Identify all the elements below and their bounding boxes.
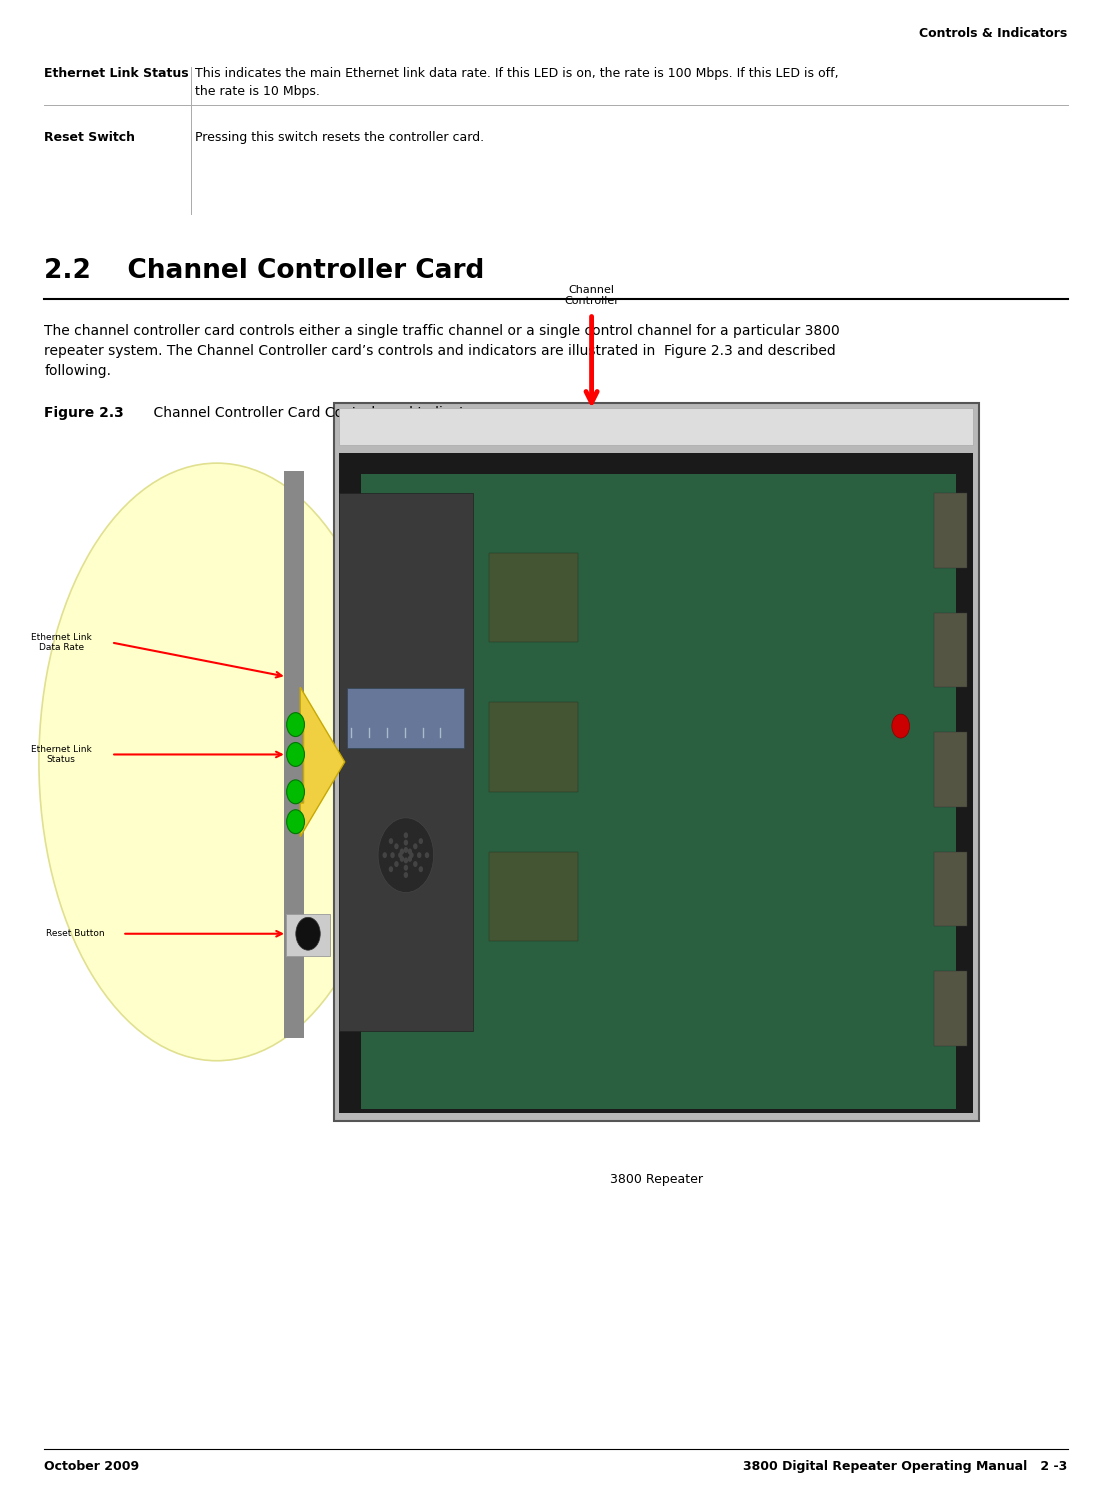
Circle shape [378,817,434,892]
Circle shape [404,872,408,878]
Circle shape [408,856,413,862]
Text: 2.2    Channel Controller Card: 2.2 Channel Controller Card [44,258,485,284]
Ellipse shape [39,463,395,1061]
Text: Pressing this switch resets the controller card.: Pressing this switch resets the controll… [195,131,484,145]
Circle shape [390,852,395,858]
Circle shape [892,714,910,738]
Circle shape [413,843,417,849]
Bar [339,408,973,445]
Circle shape [404,847,408,853]
Bar [489,852,578,941]
FancyArrow shape [300,687,345,837]
Bar [284,471,304,1038]
Bar [334,403,979,1120]
Circle shape [287,743,305,766]
Bar [339,493,473,1031]
Text: October 2009: October 2009 [44,1460,140,1473]
Circle shape [404,832,408,838]
Circle shape [409,852,414,858]
Circle shape [417,852,421,858]
Circle shape [418,867,423,872]
Text: LED
Indicators: LED Indicators [309,737,358,757]
Bar [934,493,967,568]
Circle shape [287,713,305,737]
Circle shape [404,840,408,846]
Circle shape [395,861,399,867]
Circle shape [425,852,429,858]
Circle shape [399,849,404,855]
Bar [489,702,578,792]
Text: 3800 Repeater: 3800 Repeater [609,1173,703,1186]
Circle shape [395,843,399,849]
Circle shape [296,917,320,950]
Circle shape [399,856,404,862]
Circle shape [408,849,413,855]
Circle shape [404,858,408,864]
Text: The channel controller card controls either a single traffic channel or a single: The channel controller card controls eit… [44,324,841,378]
Circle shape [418,838,423,844]
Text: Ethernet Link Status: Ethernet Link Status [44,67,189,81]
Circle shape [383,852,387,858]
Bar [347,687,464,747]
Circle shape [413,861,417,867]
Text: Ethernet Link
Status: Ethernet Link Status [31,746,91,763]
Text: Ethernet Link
Data Rate: Ethernet Link Data Rate [31,633,91,651]
Circle shape [287,810,305,834]
Circle shape [287,780,305,804]
Bar [934,852,967,926]
Circle shape [404,865,408,871]
Bar [934,732,967,807]
Text: 3800 Digital Repeater Operating Manual   2 -3: 3800 Digital Repeater Operating Manual 2… [743,1460,1068,1473]
Text: Controls & Indicators: Controls & Indicators [920,27,1068,40]
Circle shape [389,867,394,872]
Bar [361,474,956,1109]
Bar [286,914,330,956]
Circle shape [398,852,403,858]
Text: This indicates the main Ethernet link data rate. If this LED is on, the rate is : This indicates the main Ethernet link da… [195,67,838,97]
Bar [489,553,578,642]
Bar [339,453,973,1113]
Text: Figure 2.3: Figure 2.3 [44,406,125,420]
Bar [934,971,967,1046]
Circle shape [389,838,394,844]
Bar [934,613,967,687]
Text: Reset Button: Reset Button [47,929,105,938]
Text: Reset Switch: Reset Switch [44,131,136,145]
Text: Channel
Controller: Channel Controller [564,285,619,306]
Text: Channel Controller Card Controls and Indicators: Channel Controller Card Controls and Ind… [136,406,486,420]
